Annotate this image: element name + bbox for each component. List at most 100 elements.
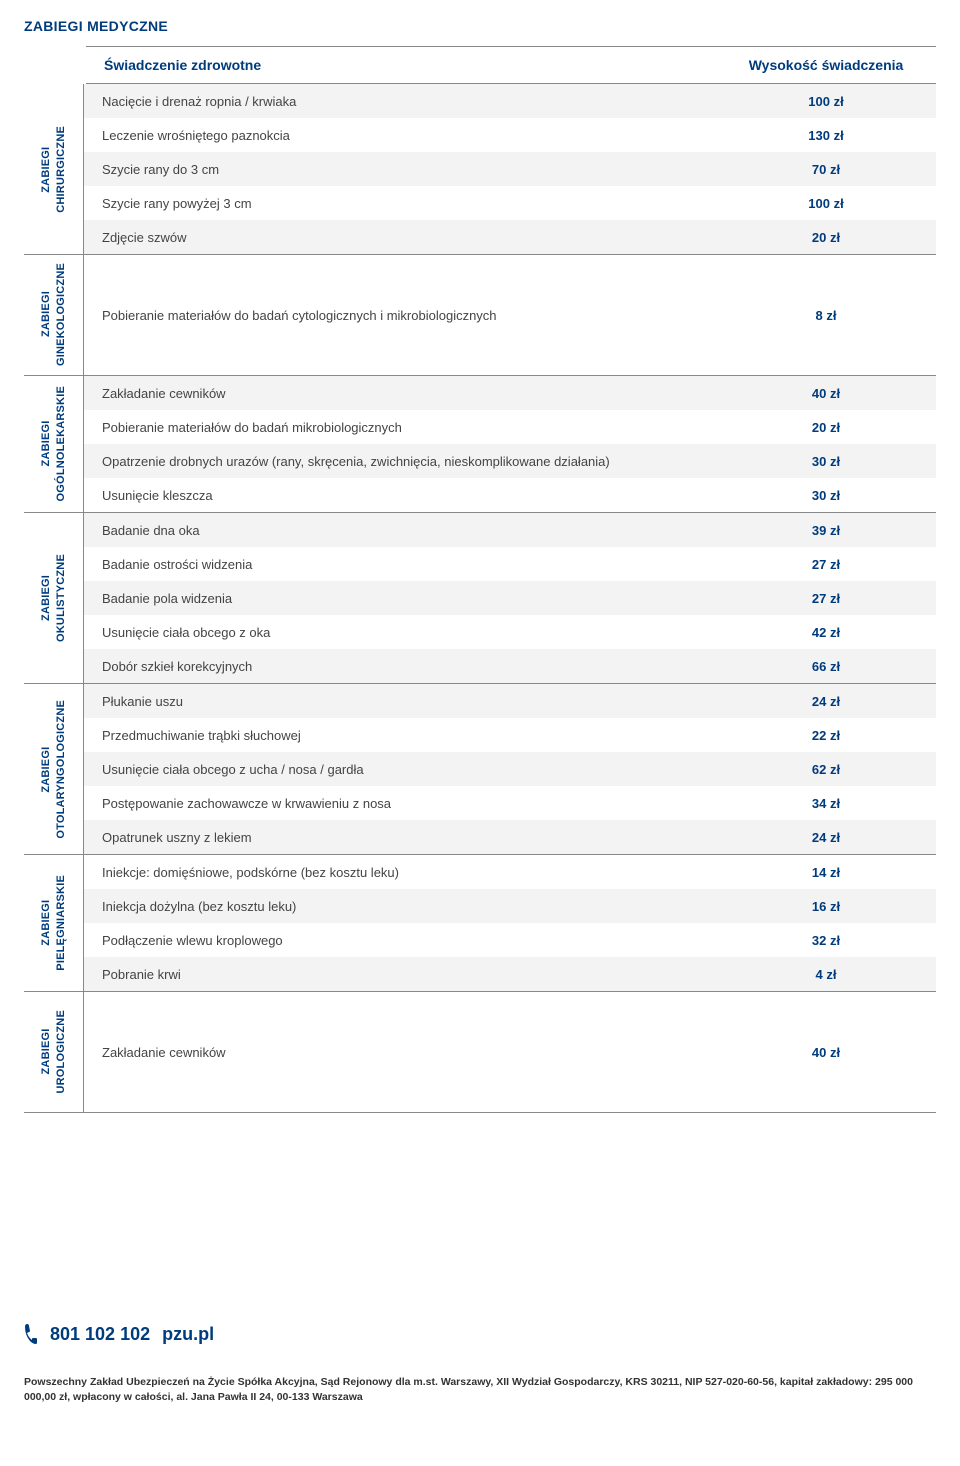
service-cell: Leczenie wrośniętego paznokcia [84,128,716,143]
service-cell: Płukanie uszu [84,694,716,709]
legal-text: Powszechny Zakład Ubezpieczeń na Życie S… [24,1375,936,1404]
service-cell: Usunięcie kleszcza [84,488,716,503]
service-cell: Badanie dna oka [84,523,716,538]
section-rows: Nacięcie i drenaż ropnia / krwiaka100 zł… [84,84,936,254]
table-row: Badanie dna oka39 zł [84,513,936,547]
header-amount: Wysokość świadczenia [716,57,936,73]
amount-cell: 20 zł [716,420,936,435]
service-cell: Podłączenie wlewu kroplowego [84,933,716,948]
table-row: Usunięcie ciała obcego z oka42 zł [84,615,936,649]
table-row: Pobieranie materiałów do badań cytologic… [84,255,936,375]
amount-cell: 20 zł [716,230,936,245]
phone-number: 801 102 102 [50,1324,150,1345]
amount-cell: 130 zł [716,128,936,143]
amount-cell: 40 zł [716,1045,936,1060]
amount-cell: 22 zł [716,728,936,743]
service-cell: Badanie pola widzenia [84,591,716,606]
table-row: Szycie rany do 3 cm70 zł [84,152,936,186]
section-label: ZABIEGI OGÓLNOLEKARSKIE [24,376,84,512]
section-label: ZABIEGI GINEKOLOGICZNE [24,255,84,375]
page-title: ZABIEGI MEDYCZNE [24,18,936,34]
section: ZABIEGI CHIRURGICZNE Nacięcie i drenaż ro… [24,84,936,255]
table-row: Iniekcje: domięśniowe, podskórne (bez ko… [84,855,936,889]
table-row: Płukanie uszu24 zł [84,684,936,718]
section-label-text: ZABIEGI PIELĘGNIARSKIE [39,875,69,971]
amount-cell: 16 zł [716,899,936,914]
table-row: Zdjęcie szwów20 zł [84,220,936,254]
service-cell: Szycie rany do 3 cm [84,162,716,177]
table-row: Podłączenie wlewu kroplowego32 zł [84,923,936,957]
service-cell: Zakładanie cewników [84,1045,716,1060]
amount-cell: 39 zł [716,523,936,538]
table-row: Pobieranie materiałów do badań mikrobiol… [84,410,936,444]
section-label-text: ZABIEGI UROLOGICZNE [39,1010,69,1093]
section-rows: Badanie dna oka39 zł Badanie ostrości wid… [84,513,936,683]
section-rows: Zakładanie cewników40 zł [84,992,936,1112]
table-row: Opatrzenie drobnych urazów (rany, skręce… [84,444,936,478]
service-cell: Pobieranie materiałów do badań cytologic… [84,308,716,323]
table-row: Iniekcja dożylna (bez kosztu leku)16 zł [84,889,936,923]
sections-container: ZABIEGI CHIRURGICZNE Nacięcie i drenaż ro… [24,84,936,1113]
table-row: Szycie rany powyżej 3 cm100 zł [84,186,936,220]
amount-cell: 30 zł [716,488,936,503]
section: ZABIEGI UROLOGICZNE Zakładanie cewników40… [24,992,936,1113]
contact-line: 801 102 102 pzu.pl [24,1323,936,1345]
amount-cell: 4 zł [716,967,936,982]
section-rows: Pobieranie materiałów do badań cytologic… [84,255,936,375]
service-cell: Usunięcie ciała obcego z ucha / nosa / g… [84,762,716,777]
amount-cell: 30 zł [716,454,936,469]
amount-cell: 27 zł [716,557,936,572]
section-label-text: ZABIEGI OTOLARYNGOLOGICZNE [39,700,69,839]
table-row: Przedmuchiwanie trąbki słuchowej22 zł [84,718,936,752]
amount-cell: 40 zł [716,386,936,401]
section-label: ZABIEGI OKULISTYCZNE [24,513,84,683]
amount-cell: 42 zł [716,625,936,640]
section-rows: Iniekcje: domięśniowe, podskórne (bez ko… [84,855,936,991]
service-cell: Zdjęcie szwów [84,230,716,245]
amount-cell: 8 zł [716,308,936,323]
section: ZABIEGI GINEKOLOGICZNE Pobieranie materia… [24,255,936,376]
section-label-text: ZABIEGI OGÓLNOLEKARSKIE [39,386,69,501]
service-cell: Pobieranie materiałów do badań mikrobiol… [84,420,716,435]
amount-cell: 100 zł [716,196,936,211]
service-cell: Usunięcie ciała obcego z oka [84,625,716,640]
amount-cell: 24 zł [716,694,936,709]
table-row: Nacięcie i drenaż ropnia / krwiaka100 zł [84,84,936,118]
service-cell: Badanie ostrości widzenia [84,557,716,572]
amount-cell: 14 zł [716,865,936,880]
service-cell: Pobranie krwi [84,967,716,982]
table-row: Leczenie wrośniętego paznokcia130 zł [84,118,936,152]
header-service: Świadczenie zdrowotne [86,57,716,73]
amount-cell: 100 zł [716,94,936,109]
amount-cell: 70 zł [716,162,936,177]
table-row: Dobór szkieł korekcyjnych66 zł [84,649,936,683]
service-cell: Dobór szkieł korekcyjnych [84,659,716,674]
table-row: Postępowanie zachowawcze w krwawieniu z … [84,786,936,820]
service-cell: Postępowanie zachowawcze w krwawieniu z … [84,796,716,811]
service-cell: Iniekcje: domięśniowe, podskórne (bez ko… [84,865,716,880]
section-label-text: ZABIEGI CHIRURGICZNE [39,126,69,213]
section-label-text: ZABIEGI OKULISTYCZNE [39,554,69,642]
section-label: ZABIEGI OTOLARYNGOLOGICZNE [24,684,84,854]
service-cell: Nacięcie i drenaż ropnia / krwiaka [84,94,716,109]
service-cell: Opatrunek uszny z lekiem [84,830,716,845]
service-cell: Zakładanie cewników [84,386,716,401]
amount-cell: 32 zł [716,933,936,948]
section-label-text: ZABIEGI GINEKOLOGICZNE [39,263,69,366]
table-row: Zakładanie cewników40 zł [84,992,936,1112]
table-row: Badanie pola widzenia27 zł [84,581,936,615]
amount-cell: 62 zł [716,762,936,777]
section: ZABIEGI OGÓLNOLEKARSKIE Zakładanie cewnik… [24,376,936,513]
phone-icon [24,1323,38,1345]
section: ZABIEGI OKULISTYCZNE Badanie dna oka39 zł… [24,513,936,684]
table-row: Opatrunek uszny z lekiem24 zł [84,820,936,854]
table-row: Usunięcie kleszcza30 zł [84,478,936,512]
section-label: ZABIEGI PIELĘGNIARSKIE [24,855,84,991]
section-label: ZABIEGI UROLOGICZNE [24,992,84,1112]
service-cell: Przedmuchiwanie trąbki słuchowej [84,728,716,743]
amount-cell: 66 zł [716,659,936,674]
section: ZABIEGI PIELĘGNIARSKIE Iniekcje: domięśni… [24,855,936,992]
amount-cell: 27 zł [716,591,936,606]
section-label: ZABIEGI CHIRURGICZNE [24,84,84,254]
service-cell: Iniekcja dożylna (bez kosztu leku) [84,899,716,914]
